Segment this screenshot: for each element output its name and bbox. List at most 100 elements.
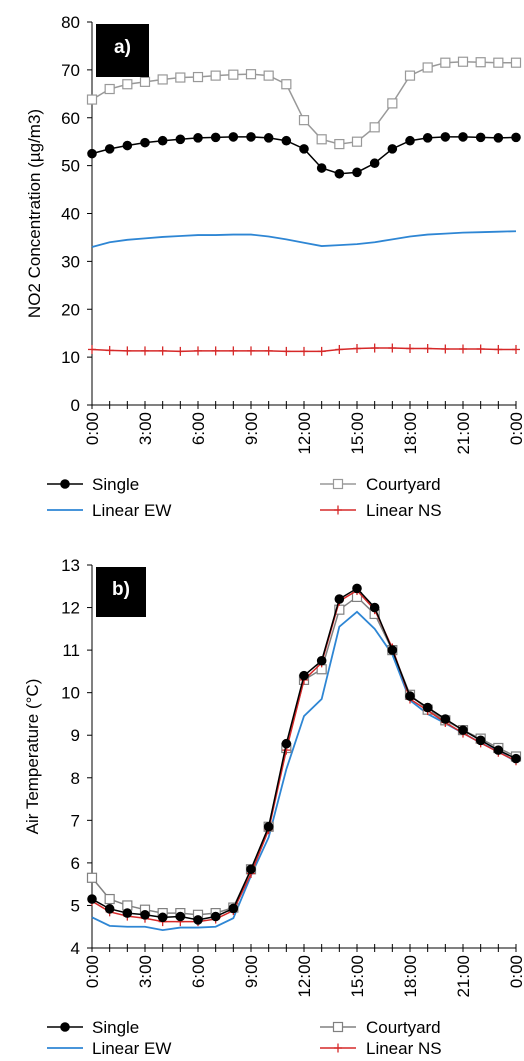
chart1-data-point bbox=[228, 69, 239, 80]
chart1-data-point bbox=[494, 344, 503, 354]
chart1-series-single bbox=[87, 132, 521, 179]
chart2-y-tick-label: 13 bbox=[61, 556, 80, 575]
chart1-legend-item: Linear EW bbox=[47, 501, 171, 520]
chart1-legend-swatch-marker bbox=[60, 479, 70, 489]
chart1-legend-item: Courtyard bbox=[320, 475, 441, 494]
chart1-data-point bbox=[298, 115, 310, 126]
chart1-data-point bbox=[210, 70, 221, 81]
chart1-x-tick-label: 0:00 bbox=[83, 412, 102, 445]
chart2-data-point bbox=[140, 910, 150, 920]
chart1-x-tick-label: 9:00 bbox=[242, 412, 261, 445]
chart2-data-point bbox=[475, 735, 486, 746]
chart1-data-point bbox=[387, 98, 398, 109]
chart1-y-tick-label: 80 bbox=[61, 13, 80, 32]
chart2-data-point bbox=[369, 602, 380, 613]
chart2-legend-label: Courtyard bbox=[366, 1018, 441, 1037]
chart1-data-point bbox=[388, 343, 397, 353]
chart1-data-point bbox=[263, 133, 274, 143]
chart2-y-tick-label: 7 bbox=[71, 811, 80, 830]
chart2-legend-item: Linear EW bbox=[47, 1039, 171, 1058]
chart2-x-tick-label: 21:00 bbox=[454, 955, 473, 998]
chart1-data-point bbox=[86, 94, 98, 105]
chart1-y-tick-label: 0 bbox=[71, 396, 80, 415]
chart2-data-point bbox=[334, 594, 345, 604]
chart2-x-tick-label: 3:00 bbox=[136, 955, 155, 988]
chart2-x-tick-label: 0:00 bbox=[507, 955, 524, 988]
chart1-data-point bbox=[317, 346, 326, 356]
chart1-data-point bbox=[423, 344, 432, 354]
chart2-data-point bbox=[263, 821, 274, 832]
chart2-legend-swatch-marker bbox=[60, 1022, 70, 1032]
chart1-data-point bbox=[300, 346, 308, 356]
chart1-legend: Single Courtyard Linear EW Linear NS bbox=[47, 475, 442, 520]
chart1-data-point bbox=[422, 133, 433, 143]
chart1-data-point bbox=[123, 346, 132, 356]
chart1-panel-label: a) bbox=[114, 37, 131, 58]
chart1-series-line bbox=[91, 230, 517, 248]
chart1-data-point bbox=[141, 346, 149, 356]
chart1-data-point bbox=[140, 137, 150, 148]
chart1-legend-item: Linear NS bbox=[320, 501, 442, 520]
chart1-legend-label: Courtyard bbox=[366, 475, 441, 494]
chart-panel-1: 0 10 20 30 40 50 60 70 80 0:00 3:00 6:00 9:00 12:00 15… bbox=[25, 13, 524, 520]
chart1-y-tick-label: 20 bbox=[61, 300, 80, 319]
chart2-series-line bbox=[91, 610, 517, 932]
chart1-data-point bbox=[210, 132, 221, 143]
chart2-y-tick-label: 12 bbox=[61, 599, 80, 618]
chart2-data-point bbox=[352, 583, 362, 594]
chart1-data-point bbox=[229, 346, 238, 356]
chart2-data-point bbox=[387, 645, 398, 655]
chart1-data-point bbox=[316, 163, 327, 173]
chart2-data-point bbox=[246, 864, 256, 875]
chart1-data-point bbox=[406, 344, 414, 354]
chart2-legend: Single Courtyard Linear EW Linear NS bbox=[47, 1018, 442, 1058]
chart2-data-point bbox=[104, 893, 115, 905]
chart1-series-line bbox=[91, 60, 516, 145]
chart2-y-tick-label: 8 bbox=[71, 769, 80, 788]
chart1-data-point bbox=[404, 70, 416, 81]
chart1-data-point bbox=[370, 343, 379, 353]
chart1-data-point bbox=[422, 62, 433, 73]
chart2-series-line bbox=[91, 595, 517, 916]
chart1-data-point bbox=[457, 56, 469, 67]
chart1-data-point bbox=[353, 344, 361, 354]
chart2-x-tick-label: 12:00 bbox=[295, 955, 314, 998]
chart2-series-linear-ns bbox=[88, 586, 520, 927]
chart1-data-point bbox=[475, 57, 486, 68]
chart2-y-tick-label: 6 bbox=[71, 854, 80, 873]
chart2-y-tick-label: 10 bbox=[61, 684, 80, 703]
chart1-data-point bbox=[369, 122, 380, 133]
chart2-data-point bbox=[493, 745, 504, 755]
chart1-x-tick-label: 0:00 bbox=[507, 412, 524, 445]
chart1-data-point bbox=[387, 144, 398, 154]
chart2-data-point bbox=[440, 714, 451, 724]
chart2-x-tick-label: 9:00 bbox=[242, 955, 261, 988]
chart1-data-point bbox=[334, 138, 345, 150]
chart2-data-point bbox=[104, 904, 115, 914]
chart1-data-point bbox=[476, 344, 485, 354]
chart1-data-point bbox=[316, 134, 327, 145]
chart1-data-point bbox=[157, 74, 168, 85]
chart1-data-point bbox=[281, 79, 292, 90]
chart2-y-tick-label: 4 bbox=[71, 939, 80, 958]
chart1-data-point bbox=[158, 346, 167, 356]
chart1-data-point bbox=[139, 76, 151, 87]
chart1-data-point bbox=[211, 346, 220, 356]
chart2-legend-item: Linear NS bbox=[320, 1039, 442, 1058]
chart1-data-point bbox=[405, 135, 415, 146]
chart2-data-point bbox=[175, 911, 186, 922]
chart2-series-linear-ew bbox=[91, 610, 517, 932]
chart2-data-point bbox=[316, 655, 327, 666]
chart1-y-tick-label: 30 bbox=[61, 252, 80, 271]
chart1-data-point bbox=[194, 346, 202, 356]
chart2-legend-label: Single bbox=[92, 1018, 139, 1037]
chart1-data-point bbox=[263, 70, 274, 81]
chart1-data-point bbox=[441, 344, 450, 354]
chart-panel-2: 4 5 6 7 8 9 10 11 12 13 0:00 3:00 6:00 9:00 12:00 15:00… bbox=[23, 556, 524, 1058]
chart2-series-line bbox=[91, 587, 517, 921]
chart2-panel-label-box bbox=[96, 567, 146, 617]
chart1-data-point bbox=[493, 133, 504, 143]
chart1-y-tick-label: 50 bbox=[61, 157, 80, 176]
chart2-series-line bbox=[91, 589, 517, 923]
